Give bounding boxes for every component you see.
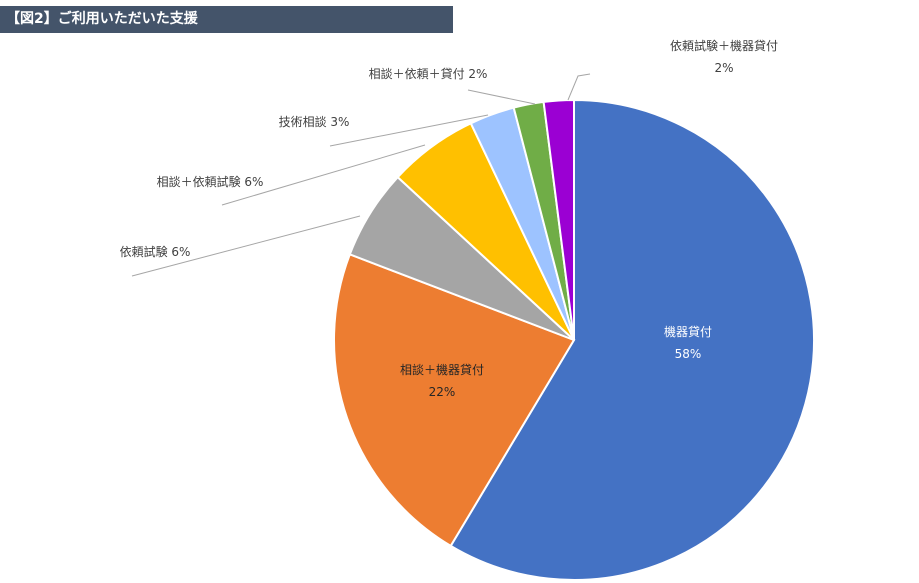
leader-line <box>567 73 591 101</box>
slice-label: 相談＋依頼試験 6% <box>157 174 264 189</box>
slice-label-name: 依頼試験＋機器貸付 <box>670 38 778 53</box>
leader-line <box>221 144 426 206</box>
leader-line <box>329 114 489 147</box>
slice-label-name: 相談＋機器貸付 <box>400 362 484 377</box>
chart-title: 【図2】ご利用いただいた支援 <box>0 6 453 33</box>
pie-slice <box>449 98 815 581</box>
pie-slice <box>542 98 575 341</box>
slice-label-percent: 58% <box>675 347 702 361</box>
slice-label-percent: 22% <box>429 385 456 399</box>
slice-label: 技術相談 3% <box>279 114 350 129</box>
slice-label-name: 機器貸付 <box>664 324 712 339</box>
leader-line <box>467 89 536 105</box>
slice-label-percent: 2% <box>714 61 733 75</box>
leader-line <box>131 215 361 277</box>
pie-slice <box>333 253 576 548</box>
slice-label: 依頼試験 6% <box>120 244 191 259</box>
slice-label: 相談＋依頼＋貸付 2% <box>369 66 488 81</box>
